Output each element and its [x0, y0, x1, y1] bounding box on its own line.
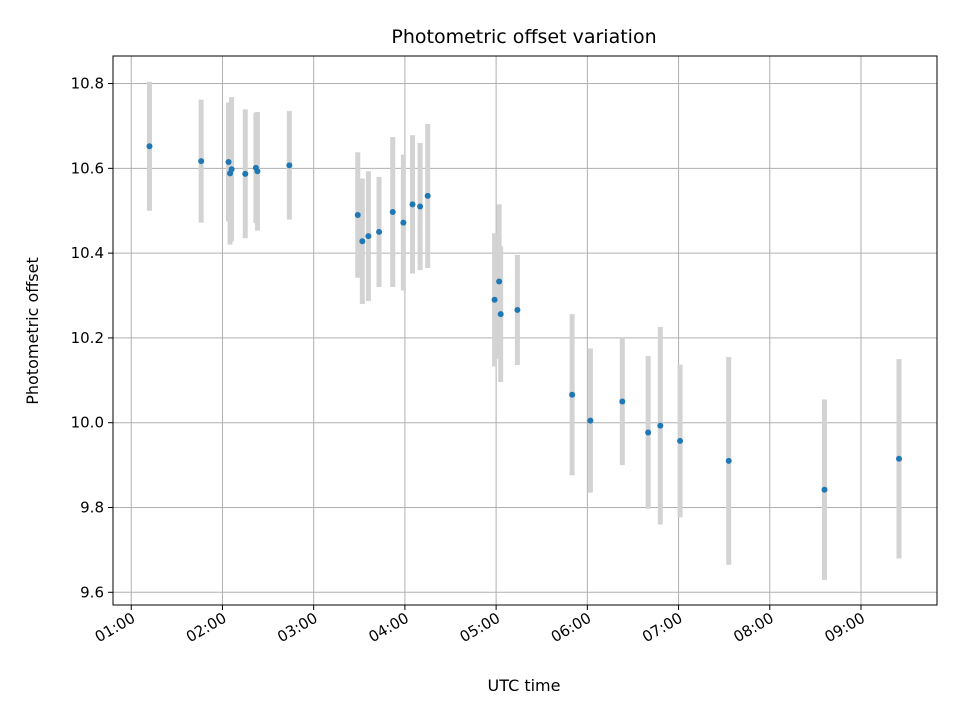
- y-tick-label: 10.4: [71, 244, 104, 262]
- data-point: [725, 457, 732, 464]
- y-tick-label: 10.2: [71, 329, 104, 347]
- data-point: [286, 162, 293, 169]
- data-point: [409, 201, 416, 208]
- data-point: [514, 306, 521, 313]
- data-point: [198, 158, 205, 165]
- data-point: [146, 143, 153, 150]
- y-tick-label: 10.0: [71, 414, 104, 432]
- data-point: [359, 238, 366, 245]
- data-point: [496, 278, 503, 285]
- data-point: [497, 311, 504, 318]
- y-axis-ticks: 9.6 9.8 10.0 10.2 10.4 10.6 10.8: [71, 75, 113, 601]
- data-point: [225, 158, 232, 165]
- data-point: [376, 228, 383, 235]
- data-point: [389, 209, 396, 216]
- data-point: [400, 219, 407, 226]
- y-tick-label: 9.6: [80, 583, 104, 601]
- plot-frame: [112, 55, 938, 606]
- data-point: [354, 211, 361, 218]
- data-point: [645, 429, 652, 436]
- data-point: [657, 422, 664, 429]
- data-point: [821, 486, 828, 493]
- data-point: [424, 192, 431, 199]
- data-point: [587, 417, 594, 424]
- data-point: [242, 170, 249, 177]
- data-points: [146, 143, 902, 493]
- data-point: [365, 233, 372, 240]
- x-axis-label: UTC time: [488, 676, 561, 695]
- data-point: [228, 166, 235, 173]
- data-point: [491, 296, 498, 303]
- data-point: [619, 398, 626, 405]
- data-point: [569, 391, 576, 398]
- chart-title: Photometric offset variation: [391, 26, 656, 48]
- y-tick-label: 10.8: [71, 75, 104, 93]
- data-point: [677, 437, 684, 444]
- y-tick-label: 9.8: [80, 498, 104, 516]
- y-axis-label: Photometric offset: [23, 257, 42, 405]
- data-point: [417, 203, 424, 210]
- data-point: [895, 455, 902, 462]
- y-tick-label: 10.6: [71, 159, 104, 177]
- data-point: [254, 168, 261, 175]
